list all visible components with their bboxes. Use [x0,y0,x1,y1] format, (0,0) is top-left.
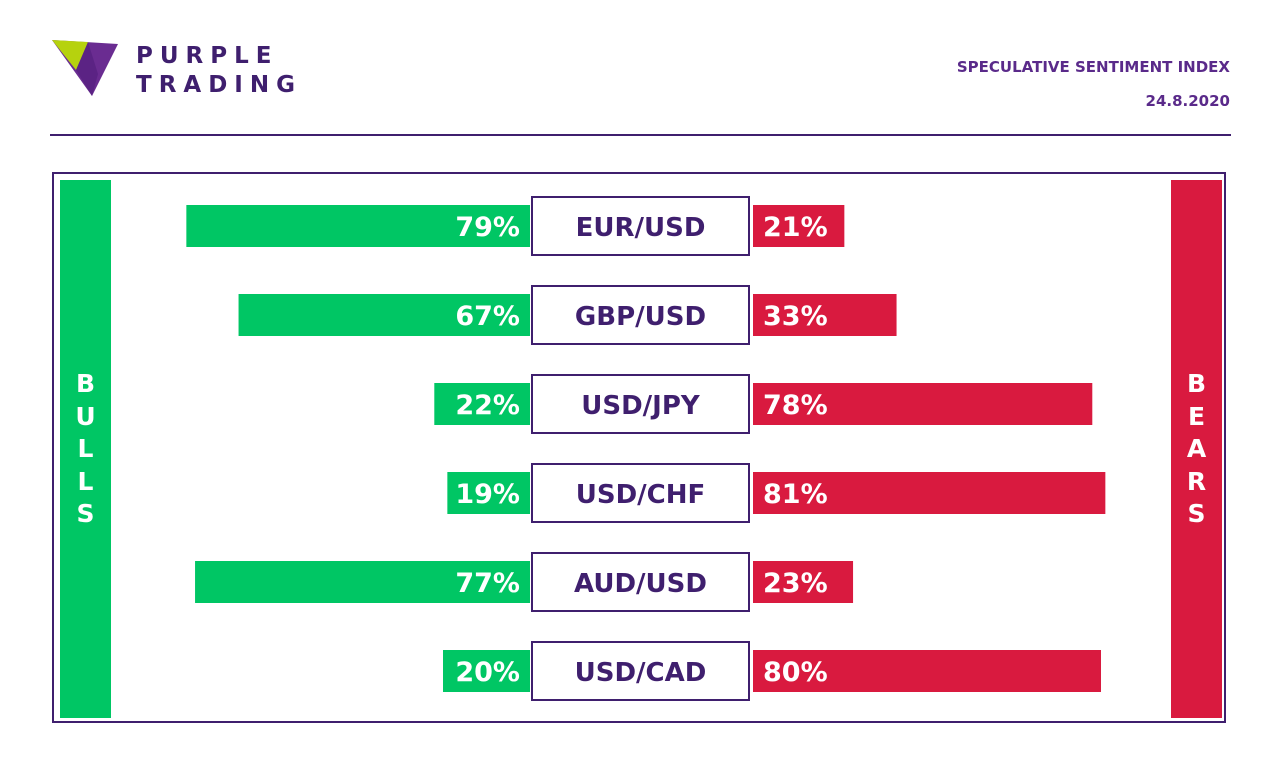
side-label-letter: S [76,498,95,528]
side-label-letter: B [1186,368,1207,398]
side-label-letter: E [1187,401,1206,431]
bull-bar [447,472,530,514]
bull-value-label: 67% [455,301,520,332]
bear-bar [753,650,1101,692]
bear-bar [753,383,1093,425]
bull-bar [443,650,530,692]
bear-value-label: 78% [763,390,828,421]
pair-label-box [531,552,750,612]
bull-value-label: 22% [455,390,520,421]
bull-value-label: 79% [455,212,520,243]
currency-pair-label: USD/CHF [576,480,706,510]
pair-label-box [531,641,750,701]
side-label-letter: L [77,466,94,496]
side-label-letter: U [75,401,96,431]
bull-bar [238,294,531,336]
pair-label-box [531,285,750,345]
purple-trading-logo-icon [52,40,118,96]
side-label-letter: R [1186,466,1207,496]
bull-value-label: 19% [455,479,520,510]
chart-frame [52,172,1226,723]
brand-name: PURPLE TRADING [136,42,302,100]
side-label-letter: L [77,433,94,463]
pair-label-box [531,196,750,256]
pair-label-box [531,463,750,523]
side-label-letter: B [75,368,96,398]
bull-value-label: 77% [455,568,520,599]
side-label-letter: A [1186,433,1207,463]
pair-label-box [531,374,750,434]
bull-value-label: 20% [455,657,520,688]
bear-value-label: 21% [763,212,828,243]
bear-value-label: 81% [763,479,828,510]
bull-bar [195,561,531,603]
report-date: 24.8.2020 [1145,92,1230,110]
bear-value-label: 33% [763,301,828,332]
bear-bar [753,561,854,603]
brand-line-2: TRADING [136,72,302,98]
currency-pair-label: GBP/USD [575,302,706,332]
report-header: SPECULATIVE SENTIMENT INDEX 24.8.2020 [957,57,1230,111]
bear-value-label: 80% [763,657,828,688]
report-title: SPECULATIVE SENTIMENT INDEX [956,58,1230,76]
bear-value-label: 23% [763,568,828,599]
bear-bar [753,294,897,336]
bull-bar [186,205,530,247]
brand-line-1: PURPLE [136,43,279,69]
currency-pair-label: USD/CAD [575,658,707,688]
currency-pair-label: AUD/USD [574,569,707,599]
bull-bar [434,383,530,425]
bear-bar [753,205,845,247]
header-divider [50,134,1231,136]
currency-pair-label: EUR/USD [576,213,706,243]
side-label-letter: S [1187,498,1206,528]
currency-pair-label: USD/JPY [581,391,701,421]
bear-bar [753,472,1106,514]
brand-logo: PURPLE TRADING [52,40,312,100]
